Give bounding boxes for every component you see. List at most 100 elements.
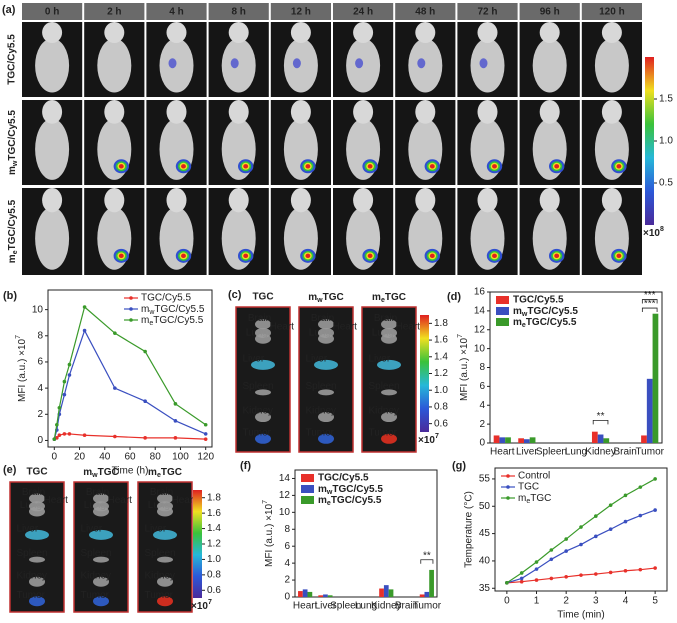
mouse-body bbox=[35, 38, 70, 93]
y-tick-label: 4 bbox=[37, 383, 43, 394]
x-tick-label: Kidney bbox=[371, 601, 402, 612]
x-tick-label: 20 bbox=[74, 452, 86, 463]
column-header: 12 h bbox=[291, 7, 311, 18]
column-header: 24 h bbox=[353, 7, 373, 18]
x-tick-label: 1 bbox=[534, 596, 540, 607]
column-header-bg bbox=[581, 3, 642, 20]
data-point bbox=[623, 493, 628, 498]
organ bbox=[157, 501, 173, 512]
colorbar-unit: ×107 bbox=[191, 599, 212, 611]
organ-label: Spleen bbox=[242, 381, 273, 392]
bar bbox=[302, 589, 308, 597]
row-label: TGC/Cy5.5 bbox=[7, 34, 18, 85]
y-axis-label: Temperature (°C) bbox=[464, 491, 475, 568]
y-tick-label: 45 bbox=[479, 528, 491, 539]
colorbar bbox=[193, 490, 202, 598]
mouse-head bbox=[601, 100, 622, 124]
organ bbox=[93, 556, 109, 563]
mouse-head bbox=[539, 100, 560, 124]
mouse-body bbox=[35, 118, 70, 180]
organ-image bbox=[9, 481, 65, 613]
image-title: meTGC bbox=[148, 467, 182, 480]
legend-label: TGC bbox=[518, 482, 539, 493]
fluorescence-spot bbox=[554, 253, 560, 259]
legend-label: Control bbox=[518, 471, 550, 482]
organ-label: Kidney bbox=[16, 570, 47, 581]
fluorescence-spot bbox=[492, 164, 497, 169]
mouse-body bbox=[221, 38, 256, 93]
colorbar-tick-label: 0.8 bbox=[207, 569, 221, 580]
data-point bbox=[549, 557, 554, 562]
organ-label: Heart bbox=[269, 322, 294, 333]
plot-frame bbox=[294, 469, 438, 598]
mouse-head bbox=[601, 188, 622, 213]
y-tick-label: 0 bbox=[284, 592, 290, 603]
organ-label: Heart bbox=[171, 495, 196, 506]
data-point bbox=[113, 331, 117, 335]
fluorescence-spot bbox=[168, 58, 177, 69]
colorbar-tick-label: 1.8 bbox=[434, 318, 448, 329]
organ bbox=[29, 576, 45, 587]
colorbar-tick-label: 1.0 bbox=[659, 136, 673, 147]
data-point bbox=[57, 433, 62, 438]
legend-label: TGC/Cy5.5 bbox=[513, 295, 564, 306]
column-header: 4 h bbox=[169, 7, 183, 18]
mouse-body bbox=[594, 38, 629, 93]
mouse-head bbox=[539, 188, 560, 213]
y-tick-label: 8 bbox=[479, 362, 485, 373]
organ bbox=[29, 501, 45, 512]
colorbar-unit: ×107 bbox=[418, 433, 439, 445]
data-point bbox=[623, 519, 628, 524]
data-point bbox=[55, 422, 59, 427]
x-tick-label: Spleen bbox=[536, 447, 567, 458]
data-point bbox=[519, 571, 524, 575]
bar bbox=[499, 437, 506, 443]
panel-label: (b) bbox=[3, 290, 17, 302]
organ-label: Tumor bbox=[80, 590, 109, 601]
data-point bbox=[67, 432, 72, 436]
mouse-head bbox=[415, 188, 436, 213]
fluorescence-spot bbox=[616, 164, 622, 169]
y-axis-label: MFI (a.u.) ×107 bbox=[457, 334, 469, 401]
series-line bbox=[506, 478, 656, 584]
organ bbox=[318, 433, 334, 444]
data-point bbox=[113, 386, 117, 390]
fluorescence-spot bbox=[554, 164, 560, 169]
x-tick-label: 4 bbox=[623, 596, 629, 607]
significance-bracket bbox=[641, 299, 658, 304]
fluorescence-spot bbox=[492, 253, 497, 259]
organ-label: Heart bbox=[332, 322, 357, 333]
y-tick-label: 16 bbox=[474, 287, 486, 298]
significance-bracket bbox=[592, 419, 609, 425]
colorbar-tick-label: 1.2 bbox=[434, 368, 448, 379]
legend-marker bbox=[506, 474, 510, 478]
mouse-body bbox=[470, 38, 505, 93]
organ-label: Kidney bbox=[368, 406, 399, 417]
colorbar-tick-label: 1.4 bbox=[434, 351, 448, 362]
data-point bbox=[579, 573, 583, 577]
bar bbox=[318, 595, 324, 597]
mouse-body bbox=[532, 38, 567, 93]
mouse-head bbox=[166, 188, 187, 213]
organ-label: Liver bbox=[144, 524, 166, 535]
mouse-head bbox=[415, 22, 436, 43]
organ-label: Brain bbox=[374, 313, 397, 324]
organ-label: Tumor bbox=[144, 590, 173, 601]
organ bbox=[153, 529, 177, 540]
x-tick-label: Kidney bbox=[585, 447, 616, 458]
data-point bbox=[62, 432, 67, 436]
data-point bbox=[62, 379, 67, 384]
organ-label: Spleen bbox=[144, 548, 175, 559]
organ bbox=[157, 576, 173, 587]
colorbar-tick-label: 0.6 bbox=[207, 585, 221, 596]
data-point bbox=[564, 574, 568, 579]
organ-label: Brain bbox=[86, 487, 109, 498]
data-point bbox=[579, 525, 583, 529]
data-point bbox=[57, 405, 62, 410]
colorbar-tick-label: 1.5 bbox=[659, 94, 673, 105]
organ bbox=[381, 389, 397, 396]
image-title: TGC bbox=[252, 292, 273, 303]
fluorescence-spot bbox=[367, 164, 373, 169]
organ bbox=[255, 412, 271, 423]
